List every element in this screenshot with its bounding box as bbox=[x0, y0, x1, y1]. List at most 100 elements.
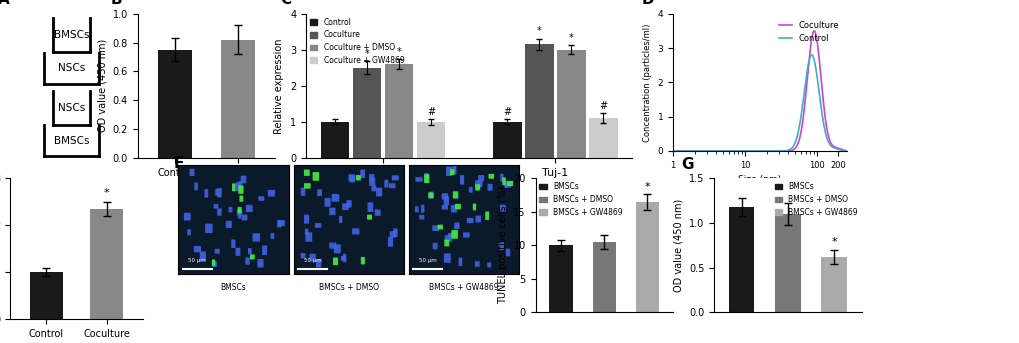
FancyBboxPatch shape bbox=[485, 212, 488, 220]
FancyBboxPatch shape bbox=[504, 183, 511, 188]
Bar bbox=[556, 50, 585, 158]
Bar bbox=[90, 209, 123, 319]
FancyBboxPatch shape bbox=[316, 259, 321, 268]
FancyBboxPatch shape bbox=[277, 220, 281, 227]
FancyBboxPatch shape bbox=[329, 243, 336, 249]
FancyBboxPatch shape bbox=[333, 244, 340, 253]
FancyBboxPatch shape bbox=[305, 233, 312, 242]
Text: 50 μm: 50 μm bbox=[419, 258, 436, 263]
Y-axis label: OD value (450 nm): OD value (450 nm) bbox=[97, 39, 107, 132]
Coculture bbox=[844, 149, 856, 153]
FancyBboxPatch shape bbox=[487, 262, 491, 268]
FancyBboxPatch shape bbox=[475, 180, 482, 187]
FancyBboxPatch shape bbox=[338, 216, 342, 223]
FancyBboxPatch shape bbox=[305, 228, 308, 235]
FancyBboxPatch shape bbox=[235, 182, 239, 191]
FancyBboxPatch shape bbox=[424, 174, 429, 183]
Text: *: * bbox=[830, 237, 837, 247]
FancyBboxPatch shape bbox=[361, 257, 365, 264]
Bar bbox=[774, 214, 800, 312]
FancyBboxPatch shape bbox=[421, 204, 424, 213]
FancyBboxPatch shape bbox=[467, 218, 473, 223]
FancyBboxPatch shape bbox=[463, 233, 470, 238]
Y-axis label: OD value (450 nm): OD value (450 nm) bbox=[673, 199, 683, 292]
FancyBboxPatch shape bbox=[424, 173, 428, 180]
FancyBboxPatch shape bbox=[389, 231, 395, 238]
Coculture bbox=[678, 149, 690, 153]
FancyBboxPatch shape bbox=[187, 229, 191, 235]
FancyBboxPatch shape bbox=[231, 239, 235, 248]
Control bbox=[678, 149, 690, 153]
FancyBboxPatch shape bbox=[309, 254, 316, 261]
FancyBboxPatch shape bbox=[452, 165, 457, 175]
Text: *: * bbox=[569, 33, 574, 43]
FancyBboxPatch shape bbox=[262, 246, 267, 255]
FancyBboxPatch shape bbox=[388, 183, 395, 188]
FancyBboxPatch shape bbox=[432, 225, 439, 231]
Control bbox=[769, 149, 782, 153]
FancyBboxPatch shape bbox=[452, 191, 458, 199]
Text: NSCs: NSCs bbox=[58, 103, 85, 113]
FancyBboxPatch shape bbox=[432, 243, 437, 249]
FancyBboxPatch shape bbox=[217, 209, 221, 216]
Bar bbox=[353, 68, 381, 158]
FancyBboxPatch shape bbox=[451, 230, 458, 239]
FancyBboxPatch shape bbox=[499, 205, 505, 212]
Text: BMSCs: BMSCs bbox=[54, 30, 89, 40]
Bar bbox=[384, 64, 413, 158]
Coculture bbox=[819, 125, 832, 129]
FancyBboxPatch shape bbox=[213, 204, 218, 209]
FancyBboxPatch shape bbox=[437, 225, 442, 229]
Line: Control: Control bbox=[673, 55, 850, 151]
Text: *: * bbox=[396, 47, 400, 57]
FancyBboxPatch shape bbox=[212, 260, 215, 266]
Text: 50 μm: 50 μm bbox=[304, 258, 321, 263]
FancyBboxPatch shape bbox=[278, 220, 284, 226]
FancyBboxPatch shape bbox=[501, 177, 505, 185]
Text: *: * bbox=[644, 182, 649, 192]
Bar bbox=[729, 207, 754, 312]
Control bbox=[844, 149, 856, 153]
FancyBboxPatch shape bbox=[304, 169, 310, 176]
Bar bbox=[549, 245, 573, 312]
FancyBboxPatch shape bbox=[415, 177, 422, 182]
FancyBboxPatch shape bbox=[444, 240, 448, 246]
FancyBboxPatch shape bbox=[505, 249, 510, 256]
FancyBboxPatch shape bbox=[268, 190, 275, 197]
FancyBboxPatch shape bbox=[459, 258, 462, 266]
Text: *: * bbox=[537, 26, 541, 36]
FancyBboxPatch shape bbox=[217, 188, 221, 198]
Text: BMSCs: BMSCs bbox=[220, 283, 247, 292]
FancyBboxPatch shape bbox=[238, 181, 243, 188]
FancyBboxPatch shape bbox=[367, 202, 373, 212]
Text: #: # bbox=[427, 107, 434, 117]
Text: BMSCs + GW4869: BMSCs + GW4869 bbox=[429, 283, 498, 292]
Text: 50 μm: 50 μm bbox=[189, 258, 206, 263]
FancyBboxPatch shape bbox=[301, 253, 305, 258]
FancyBboxPatch shape bbox=[444, 235, 451, 241]
FancyBboxPatch shape bbox=[475, 215, 481, 222]
Text: D: D bbox=[641, 0, 654, 7]
FancyBboxPatch shape bbox=[270, 233, 274, 239]
Control bbox=[774, 149, 787, 153]
FancyBboxPatch shape bbox=[214, 249, 219, 254]
FancyBboxPatch shape bbox=[257, 259, 263, 268]
FancyBboxPatch shape bbox=[356, 175, 361, 180]
Bar bbox=[321, 122, 348, 158]
FancyBboxPatch shape bbox=[499, 174, 503, 182]
Legend: BMSCs, BMSCs + DMSO, BMSCs + GW4869: BMSCs, BMSCs + DMSO, BMSCs + GW4869 bbox=[539, 182, 622, 217]
FancyBboxPatch shape bbox=[235, 248, 240, 256]
FancyBboxPatch shape bbox=[253, 233, 260, 241]
FancyBboxPatch shape bbox=[369, 178, 375, 186]
FancyBboxPatch shape bbox=[215, 189, 218, 196]
FancyBboxPatch shape bbox=[304, 215, 309, 224]
FancyBboxPatch shape bbox=[393, 228, 397, 237]
Text: NSCs: NSCs bbox=[58, 63, 85, 73]
FancyBboxPatch shape bbox=[237, 207, 242, 213]
FancyBboxPatch shape bbox=[236, 210, 243, 215]
FancyBboxPatch shape bbox=[212, 261, 217, 267]
Control bbox=[801, 63, 813, 68]
FancyBboxPatch shape bbox=[449, 169, 454, 175]
Control bbox=[805, 53, 817, 57]
Bar bbox=[493, 122, 521, 158]
